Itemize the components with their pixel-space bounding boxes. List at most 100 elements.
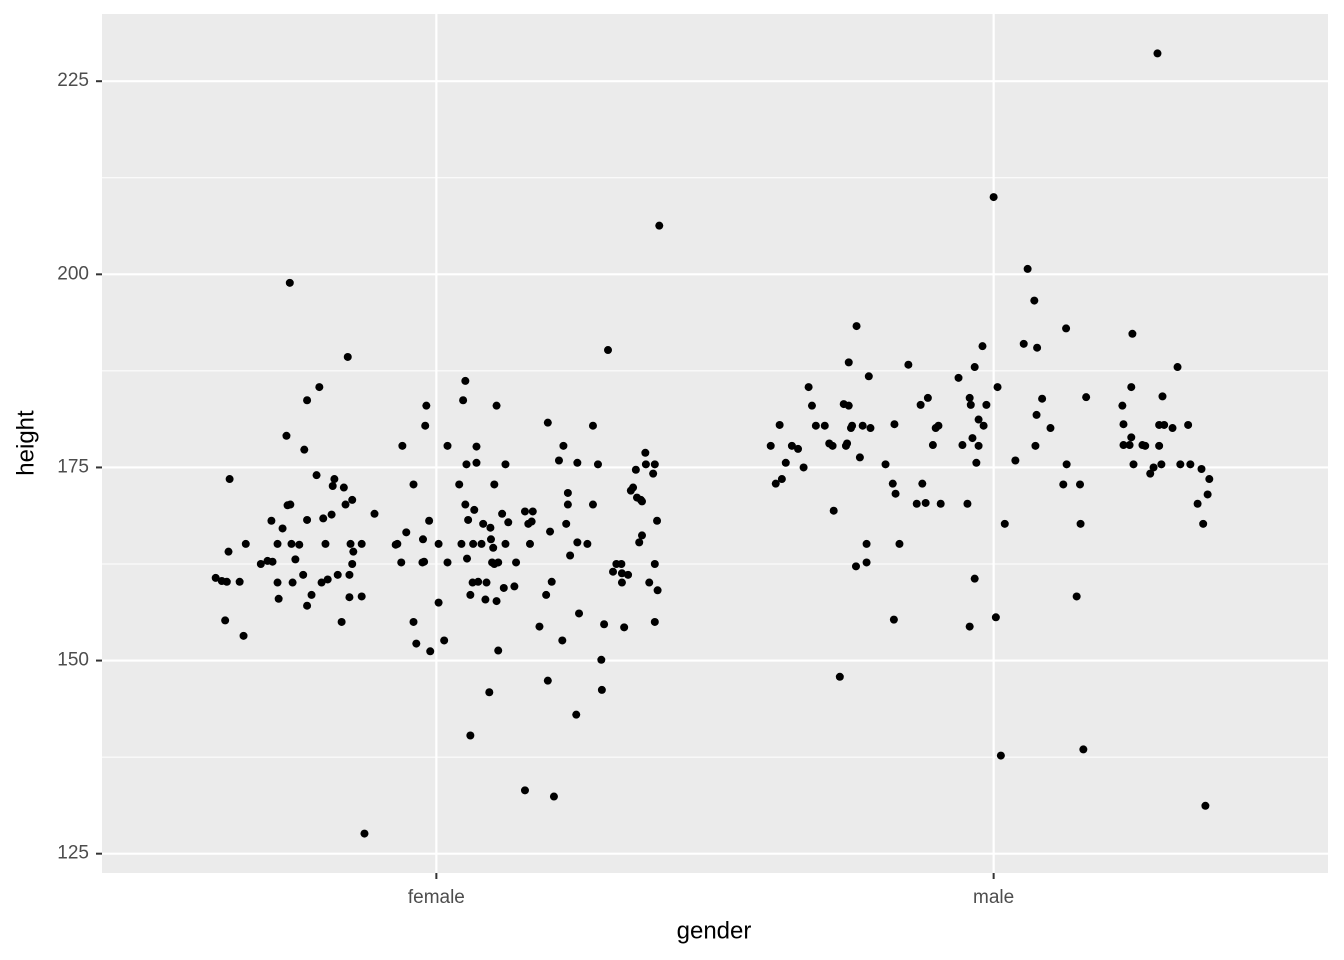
point bbox=[645, 578, 654, 587]
point bbox=[288, 578, 297, 587]
point bbox=[1146, 469, 1155, 478]
y-tick-label: 125 bbox=[57, 843, 89, 864]
point bbox=[481, 595, 490, 604]
point bbox=[312, 471, 321, 480]
point bbox=[339, 483, 348, 492]
point bbox=[609, 567, 618, 576]
point bbox=[979, 421, 988, 430]
point bbox=[974, 441, 983, 450]
point bbox=[649, 469, 658, 478]
point bbox=[477, 539, 486, 548]
point bbox=[1118, 401, 1127, 410]
x-tick-label: female bbox=[408, 887, 465, 908]
point bbox=[794, 444, 803, 453]
grid bbox=[102, 14, 1328, 873]
point bbox=[787, 441, 796, 450]
point bbox=[866, 424, 875, 433]
point bbox=[337, 617, 346, 626]
axes: 125 150 175 200 225 female male bbox=[57, 70, 1014, 908]
point bbox=[807, 401, 816, 410]
point bbox=[1072, 592, 1081, 601]
point bbox=[573, 538, 582, 547]
point bbox=[486, 523, 495, 532]
point bbox=[855, 453, 864, 462]
point bbox=[1119, 420, 1128, 429]
point bbox=[781, 458, 790, 467]
point bbox=[804, 383, 813, 392]
point bbox=[1129, 460, 1138, 469]
point bbox=[485, 688, 494, 697]
point bbox=[348, 560, 357, 569]
point bbox=[828, 441, 837, 450]
point bbox=[624, 570, 633, 579]
point bbox=[274, 594, 283, 603]
point bbox=[498, 509, 507, 518]
point bbox=[1199, 519, 1208, 528]
point bbox=[461, 500, 470, 509]
point bbox=[852, 322, 861, 331]
point bbox=[393, 539, 402, 548]
point bbox=[655, 221, 664, 230]
point bbox=[256, 560, 265, 569]
point bbox=[349, 547, 358, 556]
point bbox=[650, 617, 659, 626]
point bbox=[635, 538, 644, 547]
point bbox=[963, 499, 972, 508]
point bbox=[273, 539, 282, 548]
point bbox=[650, 460, 659, 469]
point bbox=[1173, 363, 1182, 372]
point bbox=[520, 786, 529, 795]
point bbox=[319, 514, 328, 523]
point bbox=[459, 396, 468, 405]
point bbox=[425, 516, 434, 525]
point bbox=[482, 578, 491, 587]
point bbox=[1127, 383, 1136, 392]
point bbox=[1000, 519, 1009, 528]
point bbox=[402, 528, 411, 537]
point bbox=[970, 363, 979, 372]
point bbox=[1203, 490, 1212, 499]
y-tick-label: 200 bbox=[57, 263, 89, 284]
point bbox=[466, 590, 475, 599]
point bbox=[653, 586, 662, 595]
point bbox=[348, 495, 357, 504]
point bbox=[597, 655, 606, 664]
point bbox=[1155, 441, 1164, 450]
point bbox=[966, 400, 975, 409]
point bbox=[573, 458, 582, 467]
point bbox=[486, 535, 495, 544]
point bbox=[1062, 324, 1071, 333]
point bbox=[510, 582, 519, 591]
point bbox=[492, 401, 501, 410]
point bbox=[222, 577, 231, 586]
point bbox=[1032, 410, 1041, 419]
point bbox=[501, 460, 510, 469]
point bbox=[303, 515, 312, 524]
point bbox=[426, 647, 435, 656]
point bbox=[321, 539, 330, 548]
point bbox=[543, 418, 552, 427]
point bbox=[597, 685, 606, 694]
point bbox=[563, 500, 572, 509]
point bbox=[954, 373, 963, 382]
point bbox=[345, 570, 354, 579]
point bbox=[766, 441, 775, 450]
point bbox=[1186, 460, 1195, 469]
point bbox=[397, 558, 406, 567]
point bbox=[1158, 392, 1167, 401]
point bbox=[934, 421, 943, 430]
point bbox=[862, 539, 871, 548]
point bbox=[637, 531, 646, 540]
point bbox=[239, 631, 248, 640]
point bbox=[641, 460, 650, 469]
point bbox=[1031, 441, 1040, 450]
point bbox=[631, 465, 640, 474]
point bbox=[1079, 745, 1088, 754]
point bbox=[1119, 441, 1128, 450]
point bbox=[1127, 433, 1136, 442]
point bbox=[1011, 456, 1020, 465]
point bbox=[412, 639, 421, 648]
point bbox=[535, 622, 544, 631]
point bbox=[1153, 49, 1162, 58]
